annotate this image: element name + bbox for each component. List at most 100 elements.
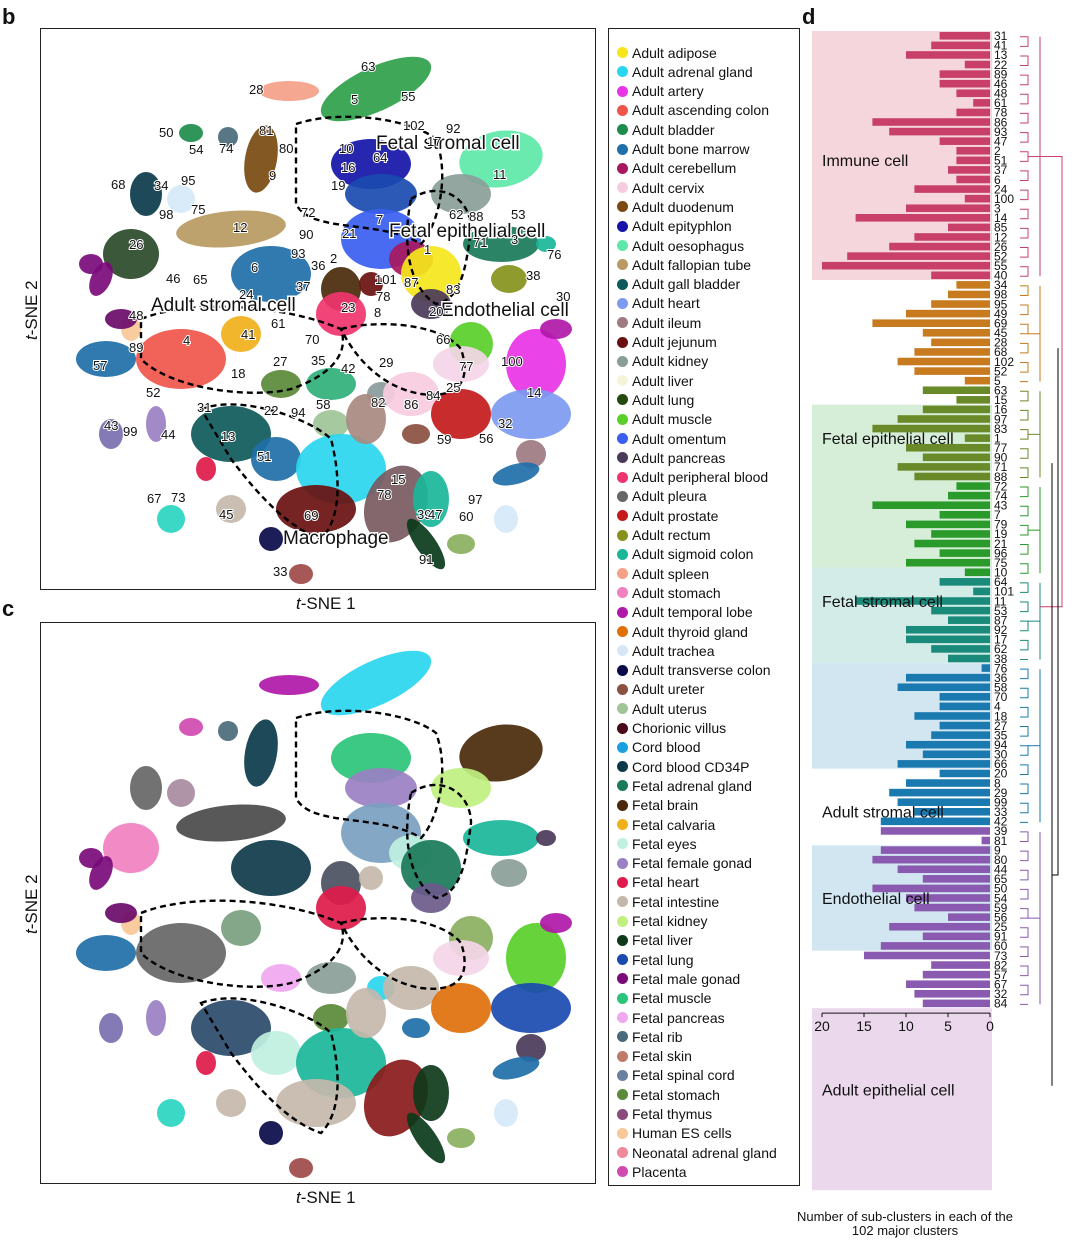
tsne-cluster-label: 71	[473, 235, 487, 250]
subcluster-bar	[914, 539, 990, 548]
tsne-cluster	[492, 462, 540, 486]
cluster-id-label: 64	[994, 575, 1008, 589]
subcluster-bar	[847, 252, 990, 260]
cluster-id-label: 94	[994, 738, 1008, 752]
tsne-cluster	[431, 174, 491, 214]
dendrogram-branch	[1020, 563, 1029, 574]
legend-label: Adult transverse colon	[632, 662, 771, 679]
subcluster-bar	[939, 702, 990, 711]
legend-label: Fetal skin	[632, 1048, 692, 1065]
dendrogram-branch	[1020, 323, 1029, 335]
tsne-cluster	[259, 527, 283, 551]
legend-item: Adult kidney	[617, 352, 708, 371]
tsne-cluster	[459, 130, 543, 188]
legend-label: Fetal intestine	[632, 893, 720, 910]
cluster-id-label: 76	[994, 661, 1008, 675]
legend-swatch	[617, 741, 628, 753]
group-label: Fetal stromal cell	[822, 594, 943, 611]
dendrogram-branch	[1020, 927, 1029, 938]
legend-swatch	[617, 259, 628, 271]
legend-item: Fetal stomach	[617, 1085, 720, 1104]
group-label: Endothelial cell	[822, 891, 930, 908]
cluster-id-label: 34	[994, 278, 1008, 292]
cluster-id-label: 82	[994, 958, 1008, 972]
tsne-cluster	[506, 923, 566, 993]
tsne-cluster	[89, 262, 113, 296]
legend-label: Adult ureter	[632, 681, 705, 698]
tsne-cluster-label: 1	[424, 242, 431, 257]
legend-swatch	[617, 896, 628, 908]
legend-swatch	[617, 336, 628, 348]
tsne-cluster-label: 95	[181, 173, 195, 188]
cluster-id-label: 69	[994, 316, 1008, 330]
tsne-cluster	[320, 56, 432, 122]
subcluster-bar	[897, 683, 990, 692]
dendrogram-branch	[1020, 544, 1029, 555]
tsne-cluster	[516, 440, 546, 468]
tsne-cluster	[494, 505, 518, 533]
subcluster-bar	[897, 357, 990, 366]
subcluster-bar	[880, 827, 990, 835]
cell-type-outline	[139, 899, 345, 988]
dendrogram-branch	[1020, 132, 1029, 143]
tsne-cluster	[176, 210, 286, 248]
legend-item: Cord blood	[617, 738, 701, 757]
cell-type-outline	[339, 916, 466, 990]
legend-item: Fetal calvaria	[617, 815, 715, 834]
tsne-cluster-label: 99	[123, 424, 137, 439]
legend-item: Fetal thymus	[617, 1105, 712, 1124]
subcluster-bar	[922, 405, 990, 414]
tsne-cluster	[130, 766, 162, 810]
tsne-cluster-label: 50	[159, 125, 173, 140]
tsne-cluster	[491, 983, 571, 1033]
cluster-id-label: 88	[994, 470, 1008, 484]
legend-swatch	[617, 394, 628, 406]
tsne-cluster-label: 59	[437, 432, 451, 447]
legend-label: Fetal stomach	[632, 1086, 720, 1103]
tsne-cluster-label: 91	[419, 552, 433, 567]
dendrogram-branch	[1020, 908, 1029, 919]
tsne-cluster-label: 26	[129, 237, 143, 252]
legend-item: Fetal kidney	[617, 912, 707, 931]
legend-swatch	[617, 1166, 628, 1178]
tsne-cluster	[105, 903, 137, 923]
cluster-id-label: 31	[994, 29, 1008, 43]
legend-label: Human ES cells	[632, 1125, 732, 1142]
dendrogram-branch	[1020, 601, 1029, 613]
legend-swatch	[617, 876, 628, 888]
tsne-cluster	[216, 495, 246, 523]
legend-swatch	[617, 124, 628, 136]
tsne-cluster	[221, 316, 261, 352]
tsne-c-canvas	[76, 650, 572, 1178]
tsne-cluster	[491, 265, 527, 293]
legend-swatch	[617, 587, 628, 599]
tsne-cluster	[231, 246, 311, 302]
tsne-cluster	[359, 272, 383, 296]
tsne-cluster-label: 8	[374, 305, 381, 320]
tsne-cluster-label: 100	[501, 354, 523, 369]
tsne-cluster-label: 102	[403, 118, 425, 133]
subcluster-bar	[889, 922, 990, 931]
tsne-cluster	[289, 1158, 313, 1178]
cluster-id-label: 32	[994, 987, 1008, 1001]
tsne-cluster-label: 22	[264, 403, 278, 418]
subcluster-bar	[906, 894, 990, 902]
legend-label: Fetal muscle	[632, 990, 712, 1007]
cluster-id-label: 99	[994, 795, 1008, 809]
tsne-cluster-label: 47	[428, 507, 442, 522]
dendrogram-branch	[1020, 965, 1029, 977]
dendrogram-branch	[1020, 984, 1029, 996]
cluster-id-label: 102	[994, 355, 1014, 369]
dendrogram-branch	[1020, 467, 1029, 478]
subcluster-bar	[939, 511, 990, 519]
tsne-cluster-label: 2	[330, 251, 337, 266]
tsne-cluster-label: 57	[93, 358, 107, 373]
legend-item: Fetal pancreas	[617, 1008, 725, 1027]
tsne-cluster-label: 80	[279, 141, 293, 156]
cluster-id-label: 70	[994, 690, 1008, 704]
cluster-id-label: 5	[994, 374, 1001, 388]
tsne-cluster-label: 10	[339, 141, 353, 156]
cluster-id-label: 26	[994, 240, 1008, 254]
cluster-id-label: 18	[994, 709, 1008, 723]
tsne-cluster-label: 13	[221, 429, 235, 444]
